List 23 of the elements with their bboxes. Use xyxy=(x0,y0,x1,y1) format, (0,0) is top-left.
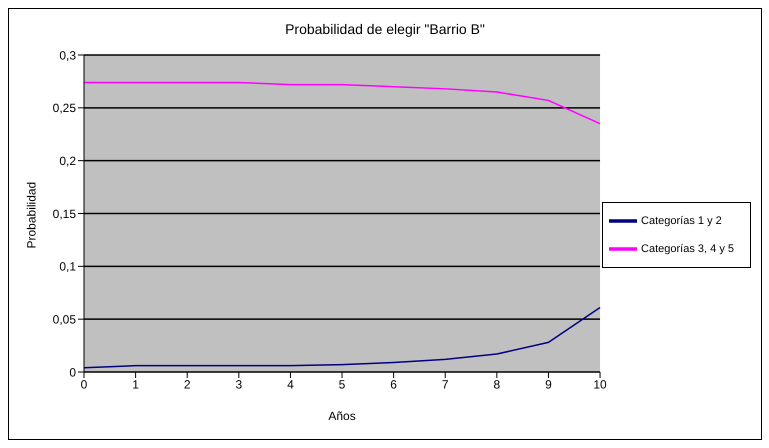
y-axis-title: Probabilidad xyxy=(24,182,38,248)
x-tick-label: 3 xyxy=(235,378,242,392)
x-tick-label: 6 xyxy=(390,378,398,392)
legend-label: Categorías 3, 4 y 5 xyxy=(641,242,734,254)
x-tick-label: 5 xyxy=(338,378,346,392)
y-tick-label: 0,3 xyxy=(59,48,76,62)
chart-title: Probabilidad de elegir "Barrio B" xyxy=(284,21,486,37)
y-tick-label: 0,15 xyxy=(52,206,76,221)
x-tick-label: 8 xyxy=(493,378,500,392)
legend-label: Categorías 1 y 2 xyxy=(641,214,722,226)
x-tick-label: 7 xyxy=(442,378,449,392)
x-axis-title: Años xyxy=(328,409,356,423)
x-tick-label: 0 xyxy=(80,378,88,392)
x-tick-label: 1 xyxy=(132,378,140,392)
y-tick-label: 0,2 xyxy=(59,154,76,168)
y-tick-label: 0,1 xyxy=(59,260,76,274)
y-tick-label: 0 xyxy=(69,365,76,380)
x-tick-label: 10 xyxy=(593,378,608,392)
x-tick-label: 4 xyxy=(287,378,294,392)
y-tick-label: 0,05 xyxy=(52,312,76,326)
y-tick-label: 0,25 xyxy=(52,101,76,116)
x-tick-label: 2 xyxy=(184,378,191,392)
x-tick-label: 9 xyxy=(545,378,552,392)
